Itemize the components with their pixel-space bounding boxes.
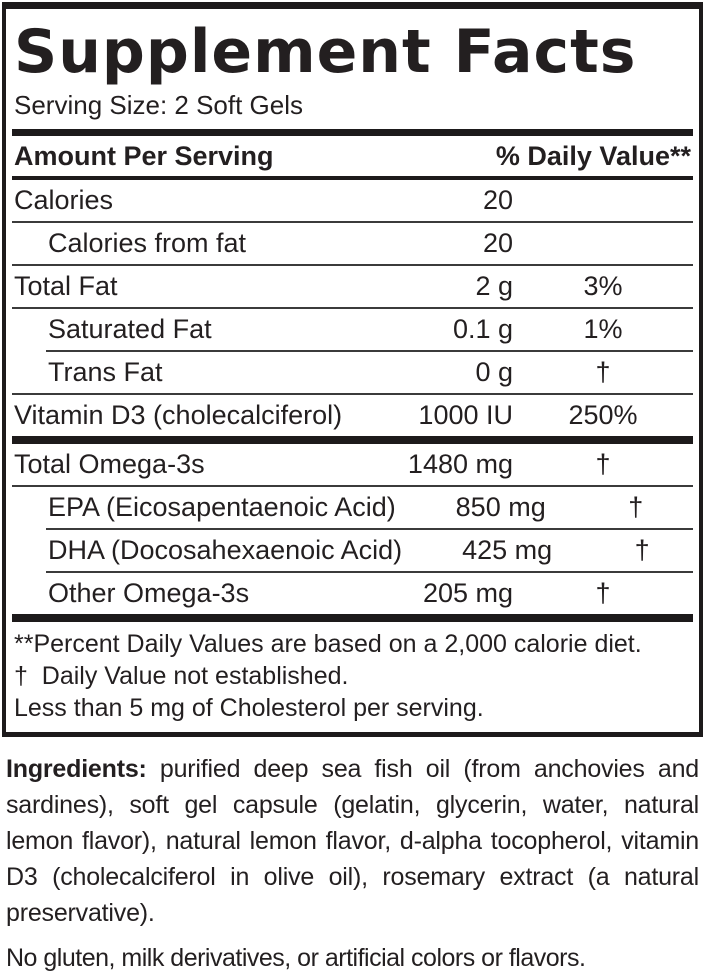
- footnote-cholesterol: Less than 5 mg of Cholesterol per servin…: [14, 694, 484, 723]
- nutrient-name: Vitamin D3 (cholecalciferol): [14, 400, 343, 431]
- nutrient-name: Total Fat: [14, 271, 118, 302]
- ingredients-text: purified deep sea fish oil (from anchovi…: [6, 755, 699, 928]
- footnote-dagger: † Daily Value not established.: [14, 662, 349, 691]
- nutrient-amount: 0 g: [475, 357, 513, 388]
- table-row-epa: EPA (Eicosapentaenoic Acid) 850 mg †: [12, 487, 693, 528]
- panel-title: Supplement Facts: [14, 17, 637, 87]
- divider-thick: [12, 129, 693, 137]
- nutrient-name: DHA (Docosahexaenoic Acid): [48, 535, 403, 566]
- table-row-calories: Calories 20: [12, 180, 693, 221]
- divider-hairline-indented: [46, 350, 693, 353]
- table-row-saturated-fat: Saturated Fat 0.1 g 1%: [12, 309, 693, 350]
- nutrient-name: Trans Fat: [48, 357, 163, 388]
- nutrient-dv: †: [595, 578, 611, 609]
- nutrient-name: EPA (Eicosapentaenoic Acid): [48, 492, 396, 523]
- nutrient-amount: 20: [482, 228, 513, 259]
- ingredients-label: Ingredients:: [6, 755, 147, 784]
- divider-hairline-indented: [46, 571, 693, 574]
- nutrient-amount: 425 mg: [462, 535, 553, 566]
- divider-hairline: [12, 221, 693, 224]
- nutrient-amount: 20: [482, 185, 513, 216]
- table-row-trans-fat: Trans Fat 0 g †: [12, 352, 693, 393]
- nutrient-dv: 250%: [568, 400, 638, 431]
- nutrient-amount: 850 mg: [455, 492, 546, 523]
- divider-medium: [12, 176, 693, 181]
- table-row-vitamin-d3: Vitamin D3 (cholecalciferol) 1000 IU 250…: [12, 395, 693, 436]
- nutrient-name: Calories: [14, 185, 114, 216]
- nutrient-amount: 1000 IU: [418, 400, 513, 431]
- nutrient-amount: 2 g: [475, 271, 513, 302]
- nutrient-dv: 1%: [583, 314, 623, 345]
- nutrient-amount: 205 mg: [422, 578, 513, 609]
- nutrient-amount: 0.1 g: [452, 314, 513, 345]
- table-row-dha: DHA (Docosahexaenoic Acid) 425 mg †: [12, 530, 693, 571]
- amount-per-serving-header: Amount Per Serving: [14, 140, 274, 171]
- footnotes: **Percent Daily Values are based on a 2,…: [12, 622, 693, 732]
- nutrient-name: Other Omega-3s: [48, 578, 250, 609]
- table-row-total-omega3s: Total Omega-3s 1480 mg †: [12, 444, 693, 485]
- supplement-facts-panel: Supplement Facts Serving Size: 2 Soft Ge…: [2, 2, 703, 738]
- table-row-total-fat: Total Fat 2 g 3%: [12, 266, 693, 307]
- ingredients-paragraph: Ingredients: purified deep sea fish oil …: [6, 751, 699, 931]
- divider-hairline: [12, 485, 693, 488]
- nutrient-dv: †: [634, 535, 650, 566]
- nutrient-name: Calories from fat: [48, 228, 247, 259]
- divider-hairline-indented: [46, 528, 693, 531]
- divider-hairline: [12, 264, 693, 267]
- nutrient-name: Saturated Fat: [48, 314, 212, 345]
- nutrient-amount: 1480 mg: [407, 449, 513, 480]
- serving-size: Serving Size: 2 Soft Gels: [14, 90, 304, 121]
- table-row-calories-from-fat: Calories from fat 20: [12, 223, 693, 264]
- divider-thick: [12, 614, 693, 623]
- nutrient-dv: †: [595, 357, 611, 388]
- footnote-percent-daily-value: **Percent Daily Values are based on a 2,…: [14, 630, 642, 659]
- nutrient-dv: 3%: [583, 271, 623, 302]
- divider-hairline: [12, 393, 693, 396]
- nutrient-dv: †: [628, 492, 644, 523]
- table-row-other-omega3s: Other Omega-3s 205 mg †: [12, 573, 693, 614]
- nutrient-dv: †: [595, 449, 611, 480]
- divider-thick: [12, 436, 693, 445]
- divider-hairline: [12, 307, 693, 310]
- allergen-note: No gluten, milk derivatives, or artifici…: [6, 944, 586, 973]
- nutrient-name: Total Omega-3s: [14, 449, 205, 480]
- daily-value-header: % Daily Value**: [495, 140, 691, 171]
- table-header-row: Amount Per Serving % Daily Value**: [12, 136, 693, 176]
